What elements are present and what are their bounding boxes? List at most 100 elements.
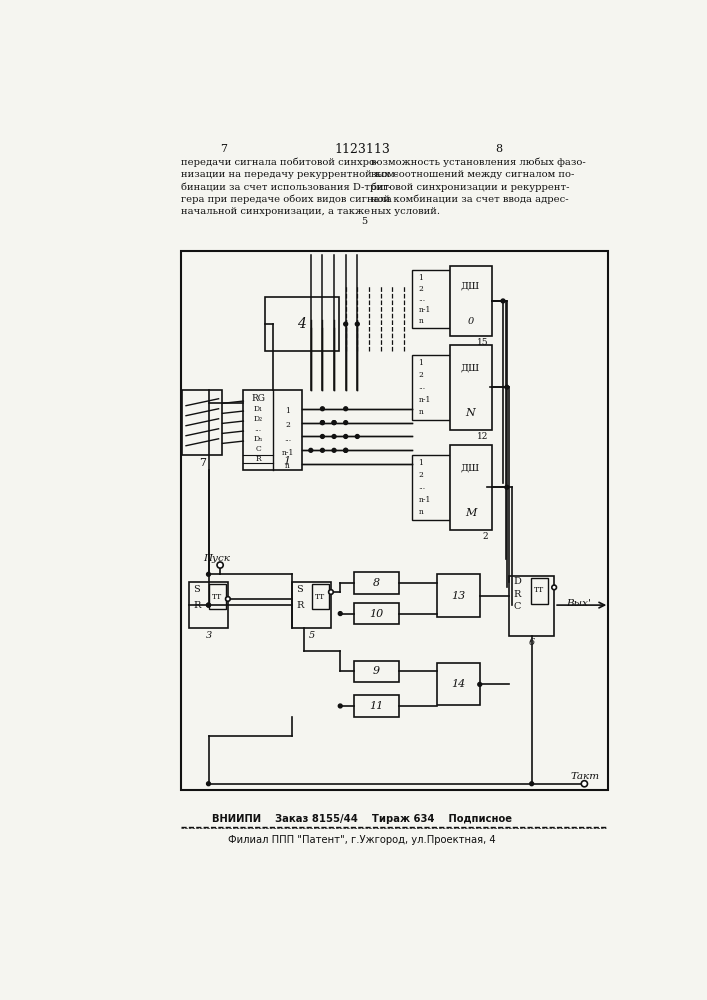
Bar: [412, 355, 450, 420]
Bar: [437, 663, 480, 705]
Text: D: D: [513, 578, 521, 586]
Text: 1: 1: [419, 359, 423, 367]
Text: M: M: [464, 508, 476, 518]
Text: гера при передаче обоих видов сигнала: гера при передаче обоих видов сигнала: [182, 195, 392, 204]
Circle shape: [309, 448, 312, 452]
Text: 1: 1: [419, 274, 423, 282]
Circle shape: [206, 782, 211, 786]
Text: битовой синхронизации и рекуррент-: битовой синхронизации и рекуррент-: [371, 182, 570, 192]
Text: n-1: n-1: [419, 306, 431, 314]
Bar: [450, 445, 492, 530]
Text: 14: 14: [451, 679, 465, 689]
Text: RG: RG: [251, 394, 265, 403]
Text: ных условий.: ных условий.: [371, 207, 440, 216]
Text: бинации за счет использования D-триг-: бинации за счет использования D-триг-: [182, 182, 392, 192]
Text: D₂: D₂: [254, 415, 263, 423]
Text: Пуск: Пуск: [203, 554, 230, 563]
Bar: [292, 582, 331, 628]
Circle shape: [332, 421, 336, 425]
Text: R: R: [255, 455, 261, 463]
Bar: [450, 345, 492, 430]
Bar: [265, 297, 339, 351]
Text: Филиал ППП "Патент", г.Ужгород, ул.Проектная, 4: Филиал ППП "Патент", г.Ужгород, ул.Проек…: [228, 835, 496, 845]
Text: ВНИИПИ    Заказ 8155/44    Тираж 634    Подписное: ВНИИПИ Заказ 8155/44 Тираж 634 Подписное: [212, 814, 512, 824]
Text: 2: 2: [483, 532, 489, 541]
Circle shape: [505, 485, 509, 489]
Text: n: n: [419, 408, 423, 416]
Bar: [312, 584, 329, 609]
Text: ...: ...: [419, 383, 426, 391]
Circle shape: [332, 448, 336, 452]
Text: D₁: D₁: [254, 405, 263, 413]
Circle shape: [320, 448, 325, 452]
Text: n-1: n-1: [419, 496, 431, 504]
Text: Вых': Вых': [566, 599, 592, 608]
Text: n: n: [285, 462, 290, 471]
Text: 2: 2: [285, 421, 290, 429]
Text: R: R: [296, 601, 303, 610]
Circle shape: [226, 597, 230, 601]
Circle shape: [344, 421, 348, 425]
Text: 13: 13: [451, 591, 465, 601]
Text: 8: 8: [496, 144, 503, 154]
Text: низации на передачу рекуррентной ком-: низации на передачу рекуррентной ком-: [182, 170, 399, 179]
Text: S: S: [194, 585, 200, 594]
Text: ДШ: ДШ: [461, 281, 480, 290]
Text: 12: 12: [477, 432, 489, 441]
Circle shape: [339, 704, 342, 708]
Text: ТТ: ТТ: [534, 586, 544, 594]
Circle shape: [530, 782, 534, 786]
Text: ной комбинации за счет ввода адрес-: ной комбинации за счет ввода адрес-: [371, 195, 569, 204]
Text: 1: 1: [285, 407, 290, 415]
Text: n-1: n-1: [419, 396, 431, 404]
Text: 3: 3: [205, 631, 211, 640]
Bar: [354, 695, 399, 717]
Text: 0: 0: [467, 317, 474, 326]
Circle shape: [356, 435, 359, 438]
Text: ДШ: ДШ: [461, 363, 480, 372]
Text: 1: 1: [419, 459, 423, 467]
Text: C: C: [513, 602, 520, 611]
Text: 5: 5: [361, 217, 368, 226]
Text: возможность установления любых фазо-: возможность установления любых фазо-: [371, 158, 586, 167]
Circle shape: [356, 322, 359, 326]
Text: n: n: [419, 508, 423, 516]
Circle shape: [217, 562, 223, 568]
Bar: [182, 251, 607, 790]
Text: 7: 7: [199, 458, 206, 468]
Circle shape: [344, 448, 348, 452]
Bar: [354, 603, 399, 624]
Text: C: C: [255, 445, 261, 453]
Text: 10: 10: [370, 609, 384, 619]
Bar: [509, 576, 554, 636]
Circle shape: [344, 322, 348, 326]
Text: 4: 4: [297, 317, 306, 331]
Text: 1: 1: [284, 456, 291, 466]
Bar: [354, 661, 399, 682]
Circle shape: [320, 421, 325, 425]
Text: ДШ: ДШ: [461, 464, 480, 473]
Circle shape: [478, 682, 481, 686]
Text: 2: 2: [419, 285, 423, 293]
Text: n-1: n-1: [281, 449, 293, 457]
Circle shape: [552, 585, 556, 590]
Text: 15: 15: [477, 338, 489, 347]
Circle shape: [339, 612, 342, 615]
Circle shape: [320, 435, 325, 438]
Bar: [412, 455, 450, 520]
Text: начальной синхронизации, а также: начальной синхронизации, а также: [182, 207, 370, 216]
Circle shape: [206, 603, 211, 607]
Bar: [182, 389, 223, 455]
Text: n: n: [419, 317, 423, 325]
Text: передачи сигнала побитовой синхро-: передачи сигнала побитовой синхро-: [182, 158, 379, 167]
Circle shape: [320, 421, 325, 425]
Bar: [189, 582, 228, 628]
Text: 2: 2: [419, 371, 423, 379]
Text: ...: ...: [419, 483, 426, 491]
Circle shape: [581, 781, 588, 787]
Circle shape: [344, 407, 348, 411]
Text: 11: 11: [370, 701, 384, 711]
Text: Dₙ: Dₙ: [253, 435, 263, 443]
Circle shape: [501, 299, 505, 303]
Text: 6: 6: [529, 638, 534, 647]
